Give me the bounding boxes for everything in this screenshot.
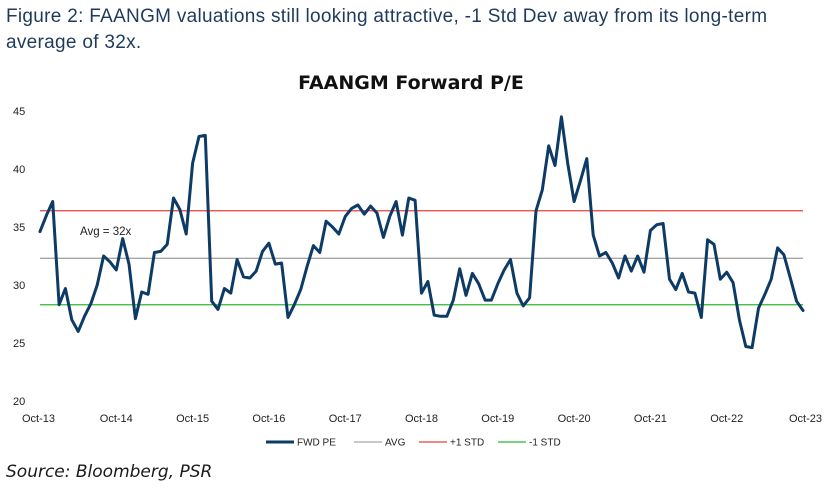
avg-annotation: Avg = 32x (80, 226, 132, 238)
fwd-pe-line (38, 115, 805, 350)
x-tick-label: Oct-17 (329, 413, 362, 425)
y-tick-label: 45 (13, 106, 25, 118)
y-tick-label: 25 (13, 338, 25, 350)
figure-caption: Figure 2: FAANGM valuations still lookin… (6, 6, 768, 53)
x-tick-label: Oct-18 (405, 413, 438, 425)
x-tick-label: Oct-21 (634, 413, 667, 425)
source-note: Source: Bloomberg, PSR (6, 462, 213, 482)
chart-title: FAANGM Forward P/E (298, 72, 524, 94)
x-tick-label: Oct-19 (481, 413, 514, 425)
reference-lines (40, 210, 803, 306)
y-tick-label: 20 (13, 396, 25, 408)
x-tick-label: Oct-22 (710, 413, 743, 425)
legend-label: -1 STD (529, 438, 561, 449)
legend: FWD PE AVG +1 STD -1 STD (266, 438, 561, 449)
y-axis: 20 25 30 35 40 45 (13, 106, 25, 408)
x-tick-label: Oct-13 (22, 413, 55, 425)
legend-label: AVG (385, 438, 406, 449)
x-tick-label: Oct-15 (176, 413, 209, 425)
y-tick-label: 35 (13, 222, 25, 234)
x-tick-label: Oct-16 (252, 413, 285, 425)
fwd-pe-series (38, 115, 805, 350)
x-tick-label: Oct-14 (100, 413, 133, 425)
x-tick-label: Oct-20 (558, 413, 591, 425)
x-axis: Oct-13 Oct-14 Oct-15 Oct-16 Oct-17 Oct-18 Oct-… (22, 413, 822, 425)
legend-label: FWD PE (297, 438, 336, 449)
y-tick-label: 30 (13, 280, 25, 292)
legend-label: +1 STD (450, 438, 484, 449)
x-tick-label: Oct-23 (789, 413, 822, 425)
y-tick-label: 40 (13, 164, 25, 176)
